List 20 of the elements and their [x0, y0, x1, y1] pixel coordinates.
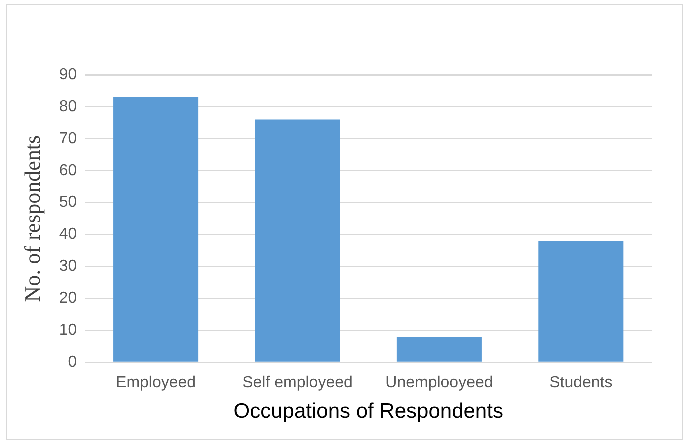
y-tick-label: 90 — [59, 66, 78, 84]
y-tick-label: 20 — [59, 290, 78, 308]
bar — [114, 97, 199, 362]
x-tick-label: Unemplooyeed — [386, 374, 494, 392]
bar — [538, 241, 624, 362]
y-tick-label: 60 — [59, 162, 78, 180]
y-tick-label: 30 — [59, 258, 78, 276]
bar — [255, 120, 340, 362]
y-tick-label: 40 — [59, 226, 78, 244]
x-tick-label: Students — [550, 374, 613, 392]
bar — [396, 337, 482, 362]
y-tick-label: 70 — [59, 130, 78, 148]
y-axis-title: No. of respondents — [20, 135, 45, 302]
y-tick-label: 10 — [59, 322, 78, 340]
x-tick-label: Employeed — [116, 374, 196, 392]
y-tick-label: 50 — [59, 194, 78, 212]
y-tick-label: 0 — [68, 354, 78, 372]
x-axis-title: Occupations of Respondents — [234, 400, 504, 424]
x-tick-label: Self employeed — [242, 374, 353, 392]
y-tick-label: 80 — [59, 98, 78, 116]
